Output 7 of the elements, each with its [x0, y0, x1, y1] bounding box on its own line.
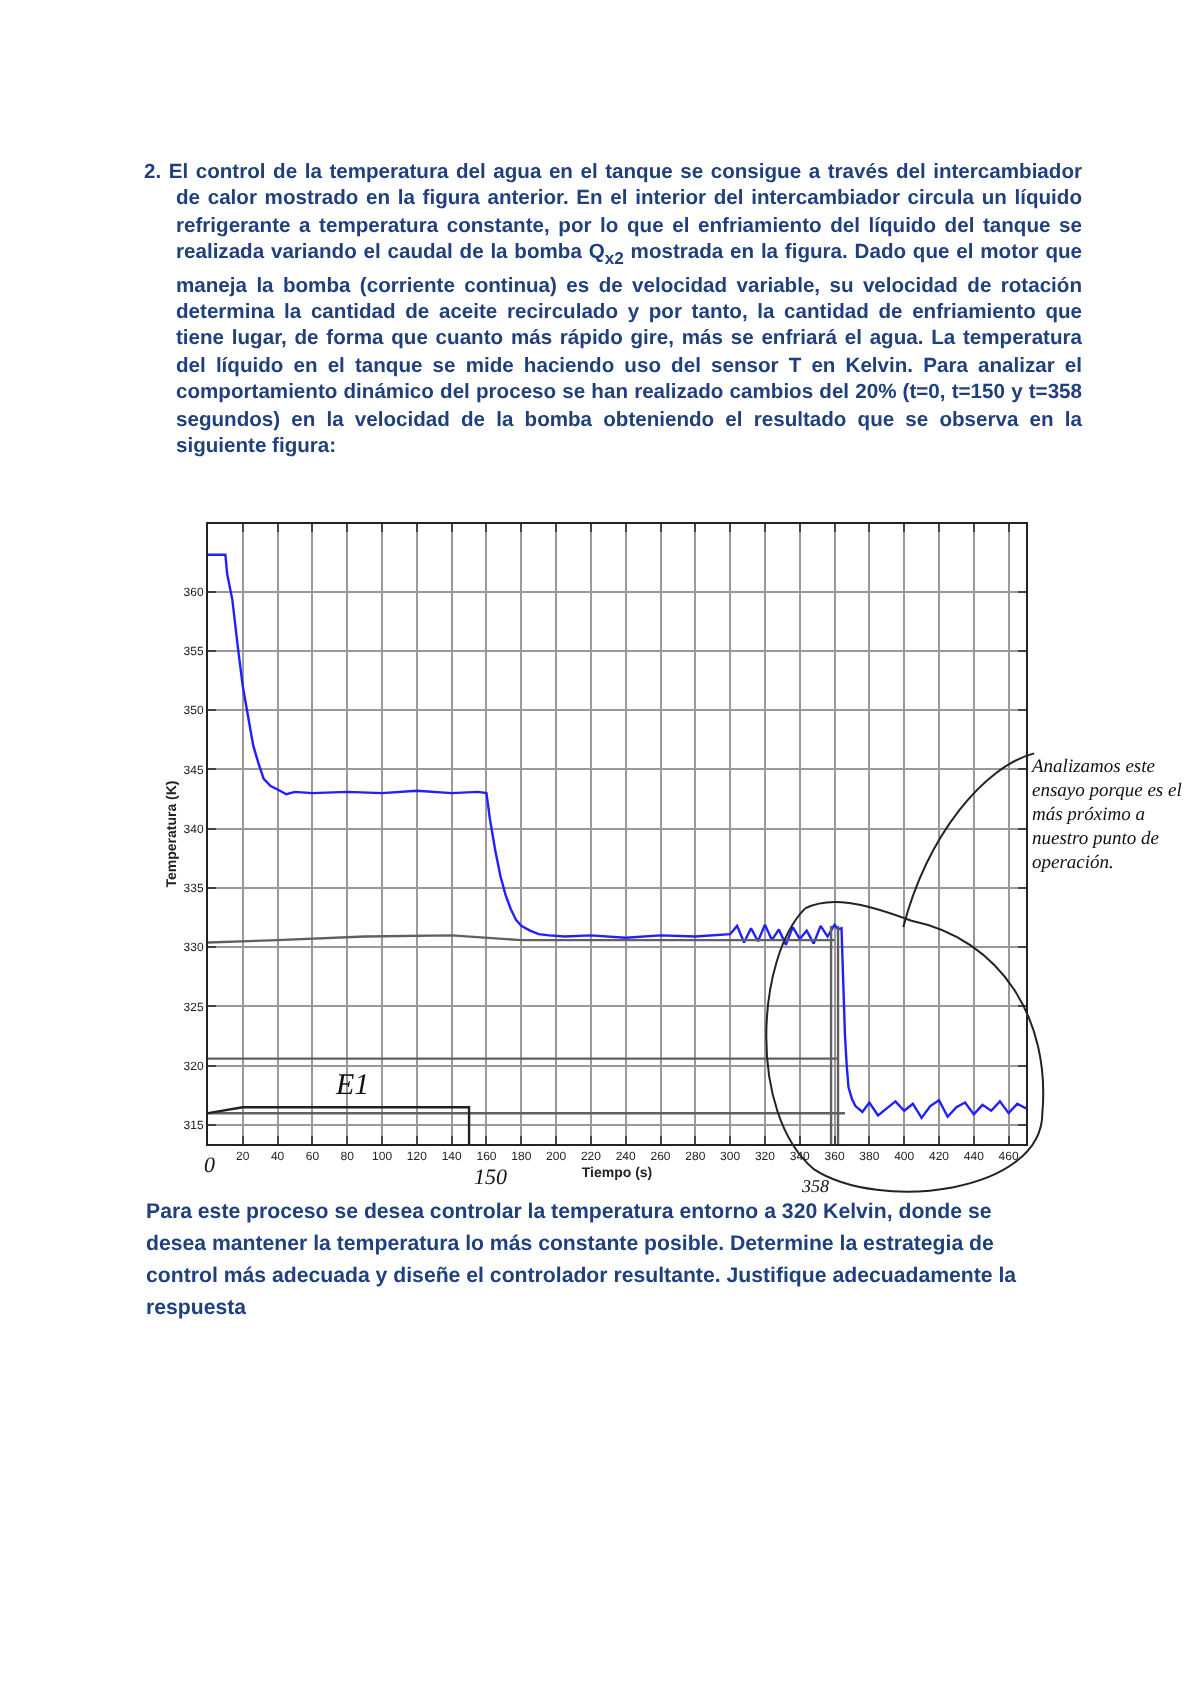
annotation: E1	[334, 1070, 370, 1102]
text: 0	[204, 1154, 216, 1178]
chart-title: 2. El control de la temperatura del agua en el tanque se consigue a través del intercambiador de calor mostrado en la figura anterior. En el interior del intercambiador circula un líquido refrigerante a temperatura constante, por lo que el enfriamiento del líquido del tanque se realizada variando el caudal de la bomba Q$_{x2}$ mostrada en la figura. Dado que el motor que maneja la bomba (corriente continua) es de velocidad variable, su velocidad de rotación determina la cantidad de aceite recirculado y por tanto, la cantidad de enfriamiento que tiene lugar, de forma que cuanto más rápido gire, más se enfriará el agua. La temperatura del líquido en el tanque se mide haciendo uso del sensor T en Kelvin. Para analizar el comportamiento dinámico del proceso se han realizado cambios del 20% (t=0, t=150 y t=358 segundos) en la velocidad de la bomba obteniendo el resultado que se observa en la siguiente figura:	[144, 162, 1082, 459]
text: Para este proceso se desea controlar la temperatura entorno a 320 Kelvin, donde se desea mantener la temperatura lo más constante posible. Determine la estrategia de control más adecuada y diseñe el controlador resultante. Justifique adecuadamente la respuesta	[146, 1198, 1019, 1324]
text: 358	[800, 1176, 830, 1196]
handwritten-note: Analizamos este ensayo porque es el más próximo a nuestro punto de operación.	[1032, 756, 1184, 876]
text: 150	[474, 1166, 508, 1190]
